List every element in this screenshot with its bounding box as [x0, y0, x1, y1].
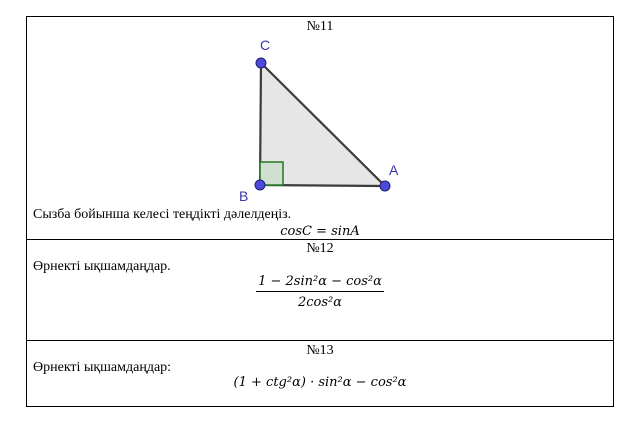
problems-table: №11 C B A Сызба бойынша келесі теңдікті … — [26, 16, 614, 407]
fraction-denominator: 2cos²α — [297, 295, 343, 310]
right-angle-marker — [259, 161, 284, 186]
point-a — [379, 180, 391, 192]
triangle-abc — [258, 60, 388, 188]
label-c: C — [260, 37, 270, 53]
problem-11-number: №11 — [306, 19, 334, 34]
problem-12-fraction: 1 − 2sin²α − cos²α 2cos²α — [27, 274, 613, 310]
point-c — [255, 57, 267, 69]
problem-13-formula: (1 + ctg²α) · sin²α − cos²α — [233, 375, 407, 390]
problem-12-number: №12 — [306, 241, 334, 256]
problem-12-instruction: Өрнекті ықшамдаңдар. — [33, 259, 171, 274]
problem-11-instruction: Сызба бойынша келесі теңдікті дәлелдеңіз… — [33, 207, 292, 222]
problem-13-instruction: Өрнекті ықшамдаңдар: — [33, 360, 172, 375]
fraction-numerator: 1 − 2sin²α − cos²α — [256, 274, 384, 292]
triangle-figure: C B A — [239, 37, 399, 204]
row-divider-2 — [27, 340, 613, 341]
label-a: A — [389, 162, 399, 178]
label-b: B — [239, 188, 248, 204]
point-b — [254, 179, 266, 191]
row-divider-1 — [27, 239, 613, 240]
problem-11-formula: cosC = sinA — [280, 224, 360, 239]
problem-13-number: №13 — [306, 343, 334, 358]
